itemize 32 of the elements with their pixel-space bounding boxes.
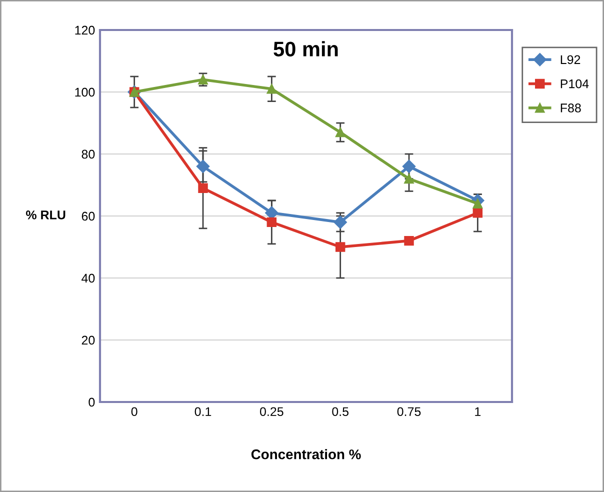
point <box>335 127 346 138</box>
x-axis-title: Concentration % <box>251 449 361 460</box>
x-tick-label: 0 <box>131 407 138 416</box>
point <box>402 160 416 173</box>
point <box>265 206 278 220</box>
x-tick-label: 0.25 <box>260 407 284 416</box>
point <box>404 236 414 246</box>
y-tick-label: 80 <box>82 150 95 159</box>
point <box>335 242 346 252</box>
legend-label: L92 <box>560 55 580 64</box>
point <box>266 217 277 228</box>
x-tick-label: 1 <box>475 407 481 416</box>
legend-label: F88 <box>560 104 581 112</box>
x-tick-label: 0.1 <box>194 407 212 416</box>
chart-title: 50 min <box>274 41 338 56</box>
point <box>196 160 210 173</box>
y-tick-label: 120 <box>75 26 95 35</box>
point <box>404 174 414 184</box>
point <box>266 84 277 94</box>
point <box>472 198 483 208</box>
y-tick-label: 0 <box>88 398 95 407</box>
y-axis-title: % RLU <box>26 210 66 220</box>
y-tick-label: 60 <box>82 212 95 221</box>
point <box>334 216 347 229</box>
point <box>198 183 208 193</box>
x-tick-label: 0.5 <box>332 407 348 416</box>
y-tick-label: 20 <box>82 336 95 345</box>
x-tick-label: 0.75 <box>397 407 421 416</box>
y-tick-label: 40 <box>82 274 95 283</box>
y-tick-label: 100 <box>75 88 95 97</box>
point <box>472 208 483 218</box>
legend-label: P104 <box>560 79 589 88</box>
